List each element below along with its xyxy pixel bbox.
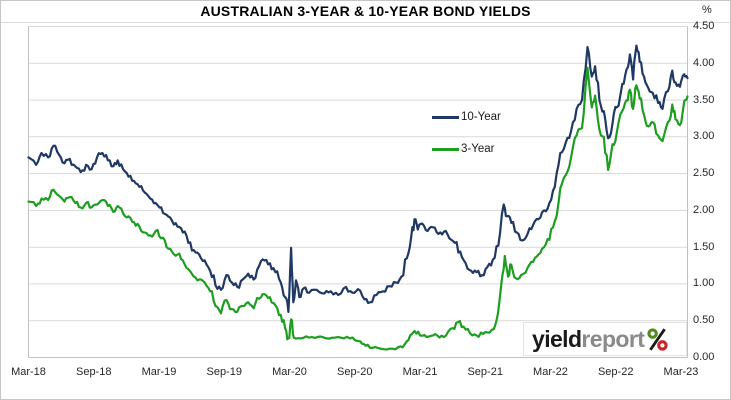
x-tick-label: Sep-21 xyxy=(467,366,503,378)
y-tick-label: 2.50 xyxy=(693,167,715,180)
yieldreport-logo: yield report xyxy=(523,322,687,356)
y-tick-label: 4.00 xyxy=(693,56,715,69)
y-axis-unit: % xyxy=(702,4,712,16)
y-tick-label: 4.50 xyxy=(693,20,715,32)
x-tick-label: Mar-20 xyxy=(272,366,307,378)
x-tick-label: Mar-19 xyxy=(141,366,177,378)
x-tick-label: Mar-18 xyxy=(11,366,46,378)
y-tick-label: 3.00 xyxy=(693,130,715,143)
y-tick-label: 0.50 xyxy=(693,314,715,327)
y-tick-label: 1.00 xyxy=(693,277,715,290)
legend-item-10-year: 10-Year xyxy=(432,109,501,125)
x-axis-labels: Mar-18 Sep-18 Mar-19 Sep-19 Mar-20 Sep-20 Mar-… xyxy=(1,366,730,382)
x-tick-label: Mar-21 xyxy=(402,366,438,378)
percent-icon xyxy=(647,327,668,351)
series-line-3-year xyxy=(27,66,689,351)
y-tick-label: 0.00 xyxy=(693,351,715,363)
x-tick-label: Sep-20 xyxy=(336,366,373,378)
logo-word-yield: yield xyxy=(532,325,582,352)
legend-label-3-year: 3-Year xyxy=(461,143,495,155)
y-tick-label: 2.00 xyxy=(693,203,715,216)
legend: 10-Year 3-Year xyxy=(432,109,501,173)
x-tick-label: Mar-22 xyxy=(533,366,568,378)
x-tick-label: Sep-19 xyxy=(206,366,242,378)
x-tick-label: Mar-23 xyxy=(663,366,699,378)
legend-line-3-year xyxy=(432,147,459,151)
chart-title: AUSTRALIAN 3-YEAR & 10-YEAR BOND YIELDS xyxy=(1,1,730,23)
y-tick-label: 3.50 xyxy=(693,93,715,106)
series-line-10-year xyxy=(27,44,689,313)
y-axis-labels: 4.50 4.00 3.50 3.00 2.50 2.00 1.50 1.00 0.50 0.00 xyxy=(690,1,730,399)
x-tick-label: Sep-18 xyxy=(75,366,112,378)
legend-line-10-year xyxy=(432,115,459,119)
x-tick-label: Sep-22 xyxy=(597,366,634,378)
logo-word-report: report xyxy=(581,325,645,352)
legend-label-10-year: 10-Year xyxy=(461,111,501,123)
legend-item-3-year: 3-Year xyxy=(432,141,501,157)
y-tick-label: 1.50 xyxy=(693,240,715,253)
